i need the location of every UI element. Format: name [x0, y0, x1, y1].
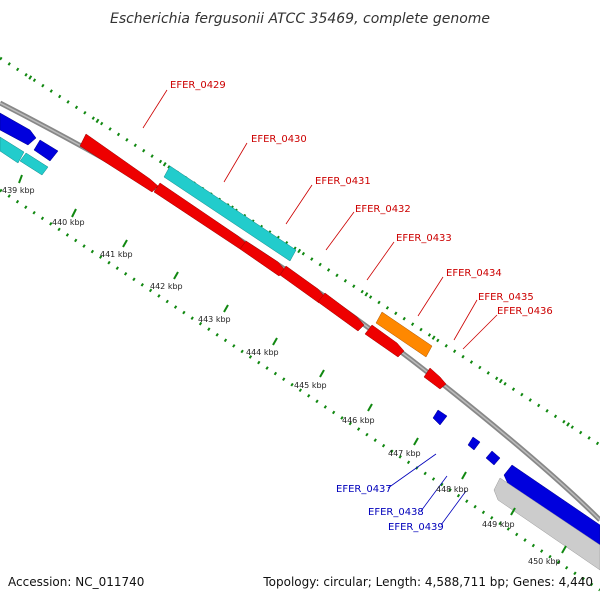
forward-genes [79, 133, 447, 390]
outer-tick-track [0, 56, 600, 447]
kbp-label: 446 kbp [342, 416, 375, 425]
kbp-label: 447 kbp [388, 449, 421, 458]
inner-ruler-ticks [18, 174, 567, 554]
gene-left-blue-b[interactable] [33, 139, 59, 162]
reverse-genes [0, 112, 600, 546]
label-efer-0435[interactable]: EFER_0435 [478, 292, 534, 303]
label-efer-0431[interactable]: EFER_0431 [315, 176, 371, 187]
gene-efer-0438[interactable] [467, 436, 481, 451]
kbp-label: 445 kbp [294, 381, 327, 390]
gene-large-gray[interactable] [493, 477, 600, 571]
kbp-label: 439 kbp [2, 186, 35, 195]
label-efer-0437[interactable]: EFER_0437 [336, 484, 392, 495]
kbp-label: 443 kbp [198, 315, 231, 324]
accession-text: Accession: NC_011740 [8, 575, 144, 589]
label-efer-0439[interactable]: EFER_0439 [388, 522, 444, 533]
kbp-label: 441 kbp [100, 250, 133, 259]
kbp-label: 448 kbp [436, 485, 469, 494]
gene-left-blue-a[interactable] [0, 112, 37, 146]
kbp-label: 440 kbp [52, 218, 85, 227]
rna-gene-left-a[interactable] [0, 136, 25, 164]
map-title: Escherichia fergusonii ATCC 35469, compl… [110, 11, 490, 27]
label-efer-0436[interactable]: EFER_0436 [497, 306, 553, 317]
kbp-label: 450 kbp [528, 557, 561, 566]
label-efer-0430[interactable]: EFER_0430 [251, 134, 307, 145]
forward-label-leaders [142, 89, 498, 350]
gene-efer-0434[interactable] [364, 324, 405, 358]
gene-efer-0435[interactable] [423, 367, 447, 390]
kbp-labels: 439 kbp 440 kbp 441 kbp 442 kbp 443 kbp … [2, 186, 561, 566]
label-efer-0429[interactable]: EFER_0429 [170, 80, 226, 91]
reverse-gene-labels: EFER_0437 EFER_0438 EFER_0439 [336, 484, 444, 533]
gene-efer-0433[interactable] [317, 292, 365, 332]
rna-gene-top[interactable] [163, 165, 297, 262]
rna-genes [0, 136, 297, 262]
label-efer-0434[interactable]: EFER_0434 [446, 268, 502, 279]
kbp-label: 444 kbp [246, 348, 279, 357]
gene-efer-0439[interactable] [485, 450, 501, 466]
kbp-label: 442 kbp [150, 282, 183, 291]
genome-summary-text: Topology: circular; Length: 4,588,711 bp… [262, 575, 593, 589]
label-efer-0433[interactable]: EFER_0433 [396, 233, 452, 244]
gene-efer-0434-orange[interactable] [375, 311, 433, 358]
gene-efer-0429[interactable] [79, 133, 159, 193]
forward-gene-labels: EFER_0429 EFER_0430 EFER_0431 EFER_0432 … [170, 80, 553, 317]
kbp-label: 449 kbp [482, 520, 515, 529]
gene-efer-0437[interactable] [432, 409, 448, 426]
label-efer-0438[interactable]: EFER_0438 [368, 507, 424, 518]
inner-tick-track [0, 188, 600, 592]
rna-gene-left-b[interactable] [19, 152, 49, 176]
label-efer-0432[interactable]: EFER_0432 [355, 204, 411, 215]
gene-efer-0432[interactable] [279, 265, 326, 304]
reverse-label-leaders [387, 453, 467, 526]
